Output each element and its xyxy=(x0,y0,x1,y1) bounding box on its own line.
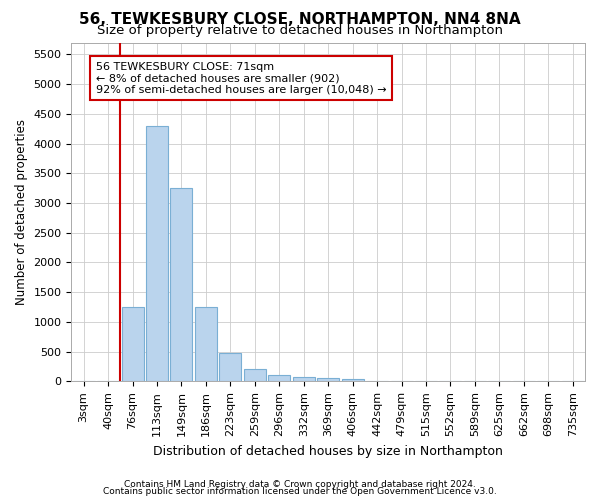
Bar xyxy=(195,307,217,382)
Bar xyxy=(244,369,266,382)
X-axis label: Distribution of detached houses by size in Northampton: Distribution of detached houses by size … xyxy=(153,444,503,458)
Bar xyxy=(268,376,290,382)
Text: 56 TEWKESBURY CLOSE: 71sqm
← 8% of detached houses are smaller (902)
92% of semi: 56 TEWKESBURY CLOSE: 71sqm ← 8% of detac… xyxy=(96,62,386,94)
Bar xyxy=(122,307,143,382)
Text: 56, TEWKESBURY CLOSE, NORTHAMPTON, NN4 8NA: 56, TEWKESBURY CLOSE, NORTHAMPTON, NN4 8… xyxy=(79,12,521,28)
Bar xyxy=(170,188,193,382)
Bar xyxy=(341,379,364,382)
Text: Contains public sector information licensed under the Open Government Licence v3: Contains public sector information licen… xyxy=(103,487,497,496)
Y-axis label: Number of detached properties: Number of detached properties xyxy=(15,119,28,305)
Bar xyxy=(220,353,241,382)
Bar xyxy=(317,378,339,382)
Text: Size of property relative to detached houses in Northampton: Size of property relative to detached ho… xyxy=(97,24,503,37)
Text: Contains HM Land Registry data © Crown copyright and database right 2024.: Contains HM Land Registry data © Crown c… xyxy=(124,480,476,489)
Bar xyxy=(293,376,315,382)
Bar xyxy=(146,126,168,382)
